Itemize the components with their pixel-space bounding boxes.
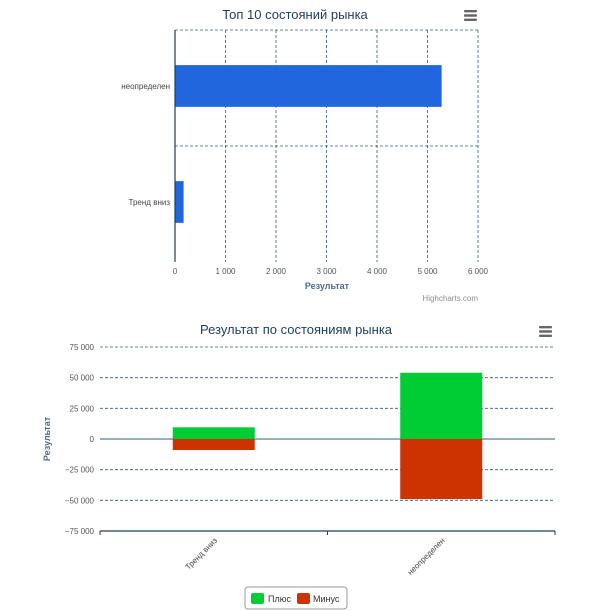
y-tick-label: 75 000 — [70, 343, 95, 352]
y-tick-label: −75 000 — [65, 527, 95, 536]
y-tick-label: −25 000 — [65, 466, 95, 475]
plot-bars — [172, 372, 483, 500]
legend-item-minus[interactable]: Минус — [297, 593, 340, 604]
legend-label: Плюс — [268, 594, 291, 604]
results-by-state-chart: Результат по состояниям рынка 75 000 50 0… — [42, 322, 556, 610]
chart-title: Топ 10 состояний рынка — [222, 7, 368, 22]
y-tick-label: 25 000 — [70, 404, 95, 413]
x-axis-title: Результат — [305, 281, 350, 291]
category-labels: Тренд вниз неопределен — [183, 536, 446, 577]
y-axis-title: Результат — [42, 416, 52, 461]
x-tick-label: 5 000 — [417, 267, 438, 276]
bar[interactable] — [175, 65, 442, 107]
x-tick-label: 4 000 — [367, 267, 388, 276]
y-tick-label: 50 000 — [70, 374, 95, 383]
legend: Плюс Минус — [244, 586, 348, 610]
menu-icon[interactable] — [464, 10, 477, 21]
bar-minus[interactable] — [172, 439, 255, 451]
x-tick-labels: 0 1 000 2 000 3 000 4 000 5 000 6 000 — [173, 267, 489, 276]
plot-bars — [175, 65, 442, 223]
y-tick-label: 0 — [90, 435, 95, 444]
bar-minus[interactable] — [400, 439, 483, 500]
category-label: Тренд вниз — [129, 198, 171, 207]
x-tick-label: 0 — [173, 267, 178, 276]
bar[interactable] — [175, 181, 184, 223]
bar-plus[interactable] — [172, 427, 255, 439]
plot-gridlines — [175, 29, 479, 262]
credits-link[interactable]: Highcharts.com — [422, 294, 478, 303]
chart-title: Результат по состояниям рынка — [200, 322, 393, 337]
x-tick-label: 1 000 — [215, 267, 236, 276]
y-tick-label: −50 000 — [65, 496, 95, 505]
legend-label: Минус — [313, 594, 340, 604]
legend-item-plus[interactable]: Плюс — [251, 593, 291, 604]
top-states-chart: Топ 10 состояний рынка 0 1 000 2 000 3 000 4… — [121, 7, 489, 303]
x-tick-label: 6 000 — [468, 267, 489, 276]
y-tick-labels: 75 000 50 000 25 000 0 −25 000 −50 000 −75 000 — [65, 343, 95, 536]
bar-plus[interactable] — [400, 372, 483, 439]
category-label: неопределен — [121, 82, 170, 91]
category-labels: неопределен Тренд вниз — [121, 82, 170, 207]
x-tick-label: 3 000 — [316, 267, 337, 276]
plot-gridlines — [100, 346, 555, 532]
menu-icon[interactable] — [539, 326, 552, 337]
x-tick-label: 2 000 — [266, 267, 287, 276]
axis-lines — [99, 530, 556, 535]
category-label: неопределен — [406, 536, 447, 577]
category-label: Тренд вниз — [183, 536, 219, 572]
